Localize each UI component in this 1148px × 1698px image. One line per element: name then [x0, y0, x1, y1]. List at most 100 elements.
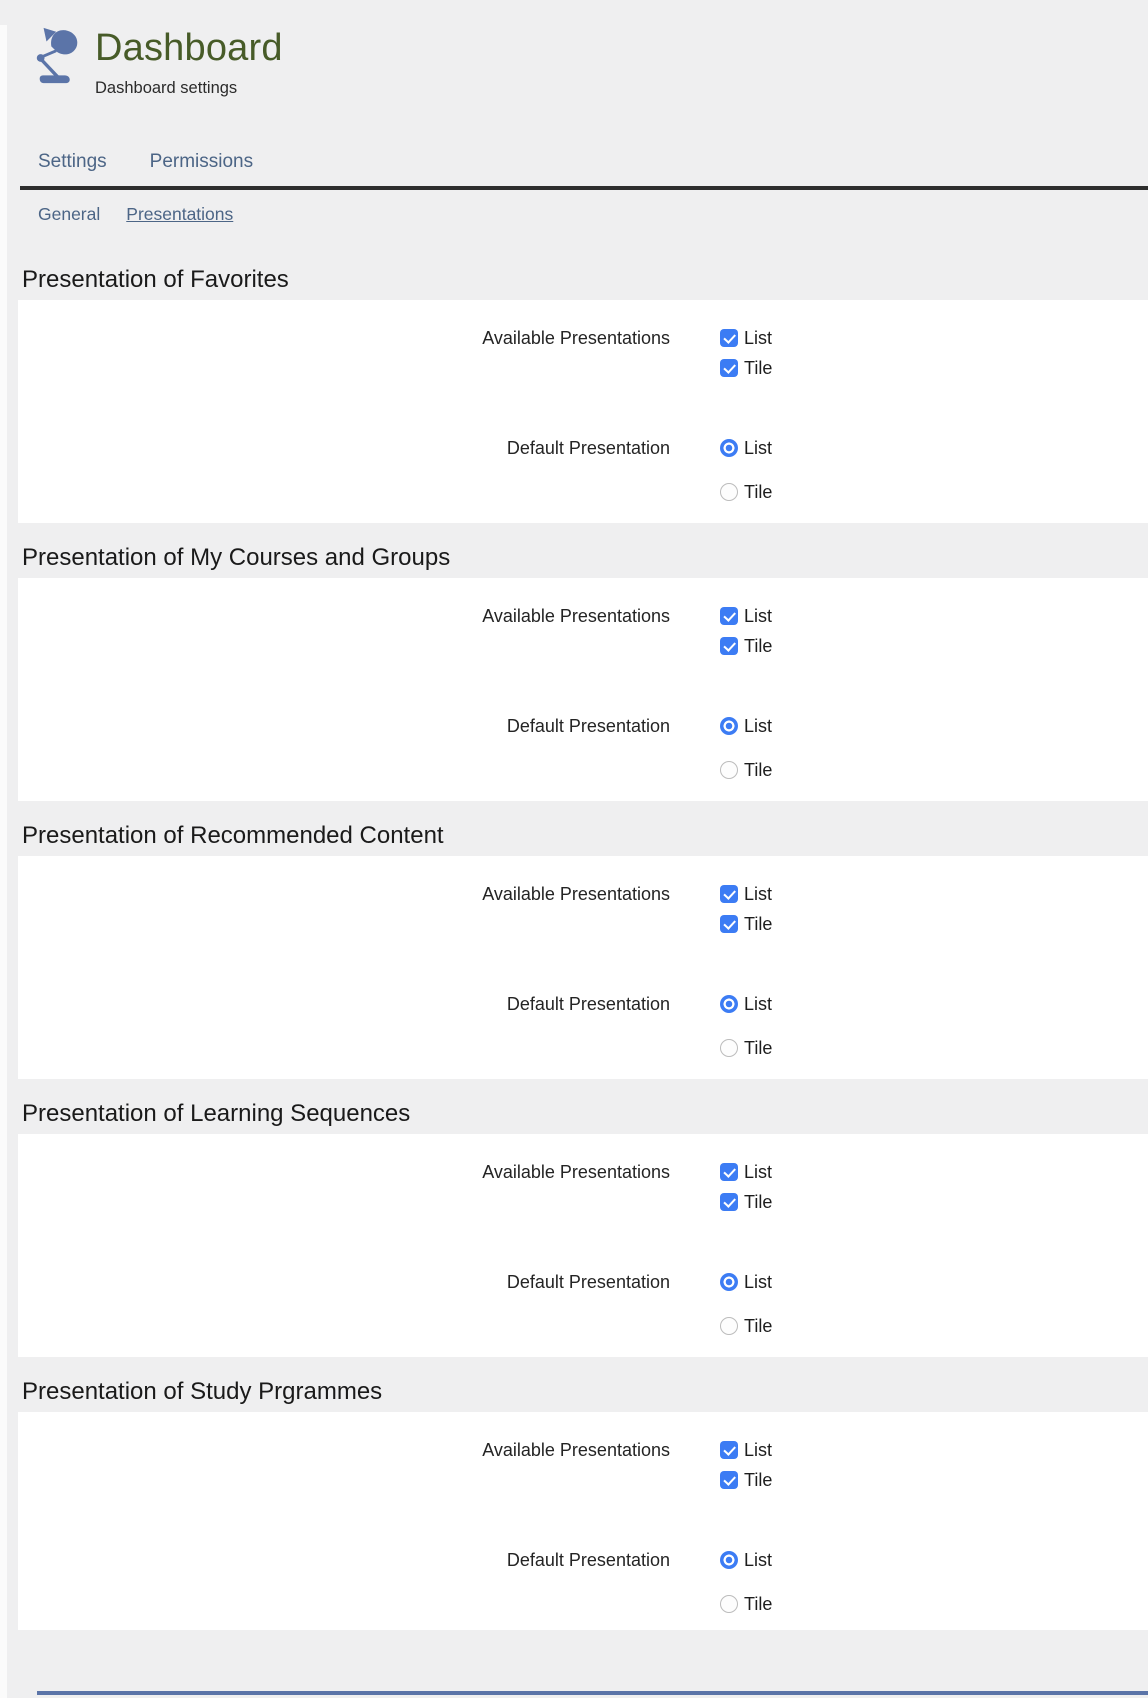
- section-panel: Available Presentations List Tile Defaul…: [18, 300, 1148, 523]
- section-panel: Available Presentations List Tile Defaul…: [18, 856, 1148, 1079]
- default-option-list[interactable]: List: [720, 1548, 772, 1572]
- list-radio-label: List: [744, 1550, 773, 1570]
- tile-radio-label: Tile: [744, 482, 773, 502]
- available-option-list[interactable]: List: [720, 879, 772, 909]
- list-radio[interactable]: [720, 1273, 738, 1291]
- available-presentations-label: Available Presentations: [482, 884, 670, 904]
- tile-checkbox[interactable]: [720, 359, 738, 377]
- tile-radio-label: Tile: [744, 1038, 773, 1058]
- section-title: Presentation of Study Prgrammes: [22, 1378, 383, 1405]
- default-option-tile[interactable]: Tile: [720, 1036, 772, 1060]
- available-presentations-row: Available Presentations List Tile: [18, 856, 1148, 939]
- list-checkbox-label: List: [744, 884, 773, 904]
- available-option-tile[interactable]: Tile: [720, 909, 772, 939]
- list-checkbox[interactable]: [720, 1441, 738, 1459]
- available-presentations-options: List Tile: [720, 1435, 772, 1495]
- tile-checkbox[interactable]: [720, 1471, 738, 1489]
- section-title: Presentation of Learning Sequences: [22, 1100, 411, 1127]
- list-radio[interactable]: [720, 439, 738, 457]
- tile-checkbox[interactable]: [720, 915, 738, 933]
- available-option-list[interactable]: List: [720, 323, 772, 353]
- list-radio[interactable]: [720, 1551, 738, 1569]
- page-header: Dashboard Dashboard settings: [30, 25, 283, 98]
- available-presentations-label: Available Presentations: [482, 606, 670, 626]
- tile-checkbox[interactable]: [720, 637, 738, 655]
- default-presentation-options: List Tile: [720, 1548, 772, 1616]
- default-option-tile[interactable]: Tile: [720, 1314, 772, 1338]
- default-presentation-label: Default Presentation: [506, 1272, 670, 1292]
- subtab-presentations[interactable]: Presentations: [126, 204, 234, 224]
- available-presentations-options: List Tile: [720, 879, 772, 939]
- available-presentations-row: Available Presentations List Tile: [18, 578, 1148, 661]
- default-option-list[interactable]: List: [720, 714, 772, 738]
- tile-radio[interactable]: [720, 483, 738, 501]
- settings-section: Presentation of Favorites Available Pres…: [0, 230, 1148, 523]
- default-presentation-row: Default Presentation List Tile: [18, 436, 1148, 504]
- list-radio[interactable]: [720, 717, 738, 735]
- default-presentation-label: Default Presentation: [506, 994, 670, 1014]
- default-option-tile[interactable]: Tile: [720, 1592, 772, 1616]
- default-option-tile[interactable]: Tile: [720, 480, 772, 504]
- available-option-list[interactable]: List: [720, 601, 772, 631]
- subtab-general[interactable]: General: [38, 204, 101, 224]
- tile-radio[interactable]: [720, 1039, 738, 1057]
- tile-radio[interactable]: [720, 761, 738, 779]
- tile-checkbox[interactable]: [720, 1193, 738, 1211]
- available-presentations-row: Available Presentations List Tile: [18, 1134, 1148, 1217]
- tile-checkbox-label: Tile: [744, 636, 773, 656]
- section-panel: Available Presentations List Tile Defaul…: [18, 1412, 1148, 1630]
- settings-section: Presentation of Learning Sequences Avail…: [0, 1079, 1148, 1357]
- default-presentation-options: List Tile: [720, 992, 772, 1060]
- tab-settings[interactable]: Settings: [38, 151, 107, 172]
- default-presentation-options: List Tile: [720, 714, 772, 782]
- available-presentations-label: Available Presentations: [482, 328, 670, 348]
- section-title-band: Presentation of My Courses and Groups: [0, 523, 1148, 578]
- bottom-edge-bar: [37, 1691, 1148, 1695]
- tile-checkbox-label: Tile: [744, 1192, 773, 1212]
- default-option-list[interactable]: List: [720, 1270, 772, 1294]
- list-checkbox-label: List: [744, 606, 773, 626]
- tile-checkbox-label: Tile: [744, 1470, 773, 1490]
- list-checkbox[interactable]: [720, 607, 738, 625]
- settings-section: Presentation of My Courses and Groups Av…: [0, 523, 1148, 801]
- list-checkbox[interactable]: [720, 329, 738, 347]
- section-title-band: Presentation of Study Prgrammes: [0, 1357, 1148, 1412]
- available-presentations-row: Available Presentations List Tile: [18, 300, 1148, 383]
- default-option-tile[interactable]: Tile: [720, 758, 772, 782]
- section-title-band: Presentation of Recommended Content: [0, 801, 1148, 856]
- tab-permissions[interactable]: Permissions: [149, 151, 254, 172]
- available-option-tile[interactable]: Tile: [720, 1187, 772, 1217]
- list-checkbox[interactable]: [720, 885, 738, 903]
- main-tabs: Settings Permissions: [38, 150, 253, 174]
- section-title: Presentation of My Courses and Groups: [22, 544, 451, 571]
- default-presentation-label: Default Presentation: [506, 1550, 670, 1570]
- list-checkbox[interactable]: [720, 1163, 738, 1181]
- available-option-tile[interactable]: Tile: [720, 353, 772, 383]
- list-radio-label: List: [744, 716, 773, 736]
- available-option-tile[interactable]: Tile: [720, 631, 772, 661]
- default-option-list[interactable]: List: [720, 436, 772, 460]
- available-option-list[interactable]: List: [720, 1435, 772, 1465]
- default-presentation-row: Default Presentation List Tile: [18, 1548, 1148, 1616]
- default-option-list[interactable]: List: [720, 992, 772, 1016]
- available-presentations-options: List Tile: [720, 323, 772, 383]
- tile-radio-label: Tile: [744, 760, 773, 780]
- tile-radio-label: Tile: [744, 1594, 773, 1614]
- tile-radio[interactable]: [720, 1595, 738, 1613]
- tile-radio[interactable]: [720, 1317, 738, 1335]
- section-title: Presentation of Recommended Content: [22, 822, 444, 849]
- available-option-list[interactable]: List: [720, 1157, 772, 1187]
- available-presentations-label: Available Presentations: [482, 1440, 670, 1460]
- default-presentation-options: List Tile: [720, 436, 772, 504]
- default-presentation-row: Default Presentation List Tile: [18, 992, 1148, 1060]
- tile-radio-label: Tile: [744, 1316, 773, 1336]
- tile-checkbox-label: Tile: [744, 358, 773, 378]
- default-presentation-options: List Tile: [720, 1270, 772, 1338]
- default-presentation-label: Default Presentation: [506, 438, 670, 458]
- section-title: Presentation of Favorites: [22, 266, 289, 293]
- settings-section: Presentation of Recommended Content Avai…: [0, 801, 1148, 1079]
- default-presentation-row: Default Presentation List Tile: [18, 714, 1148, 782]
- available-option-tile[interactable]: Tile: [720, 1465, 772, 1495]
- list-radio[interactable]: [720, 995, 738, 1013]
